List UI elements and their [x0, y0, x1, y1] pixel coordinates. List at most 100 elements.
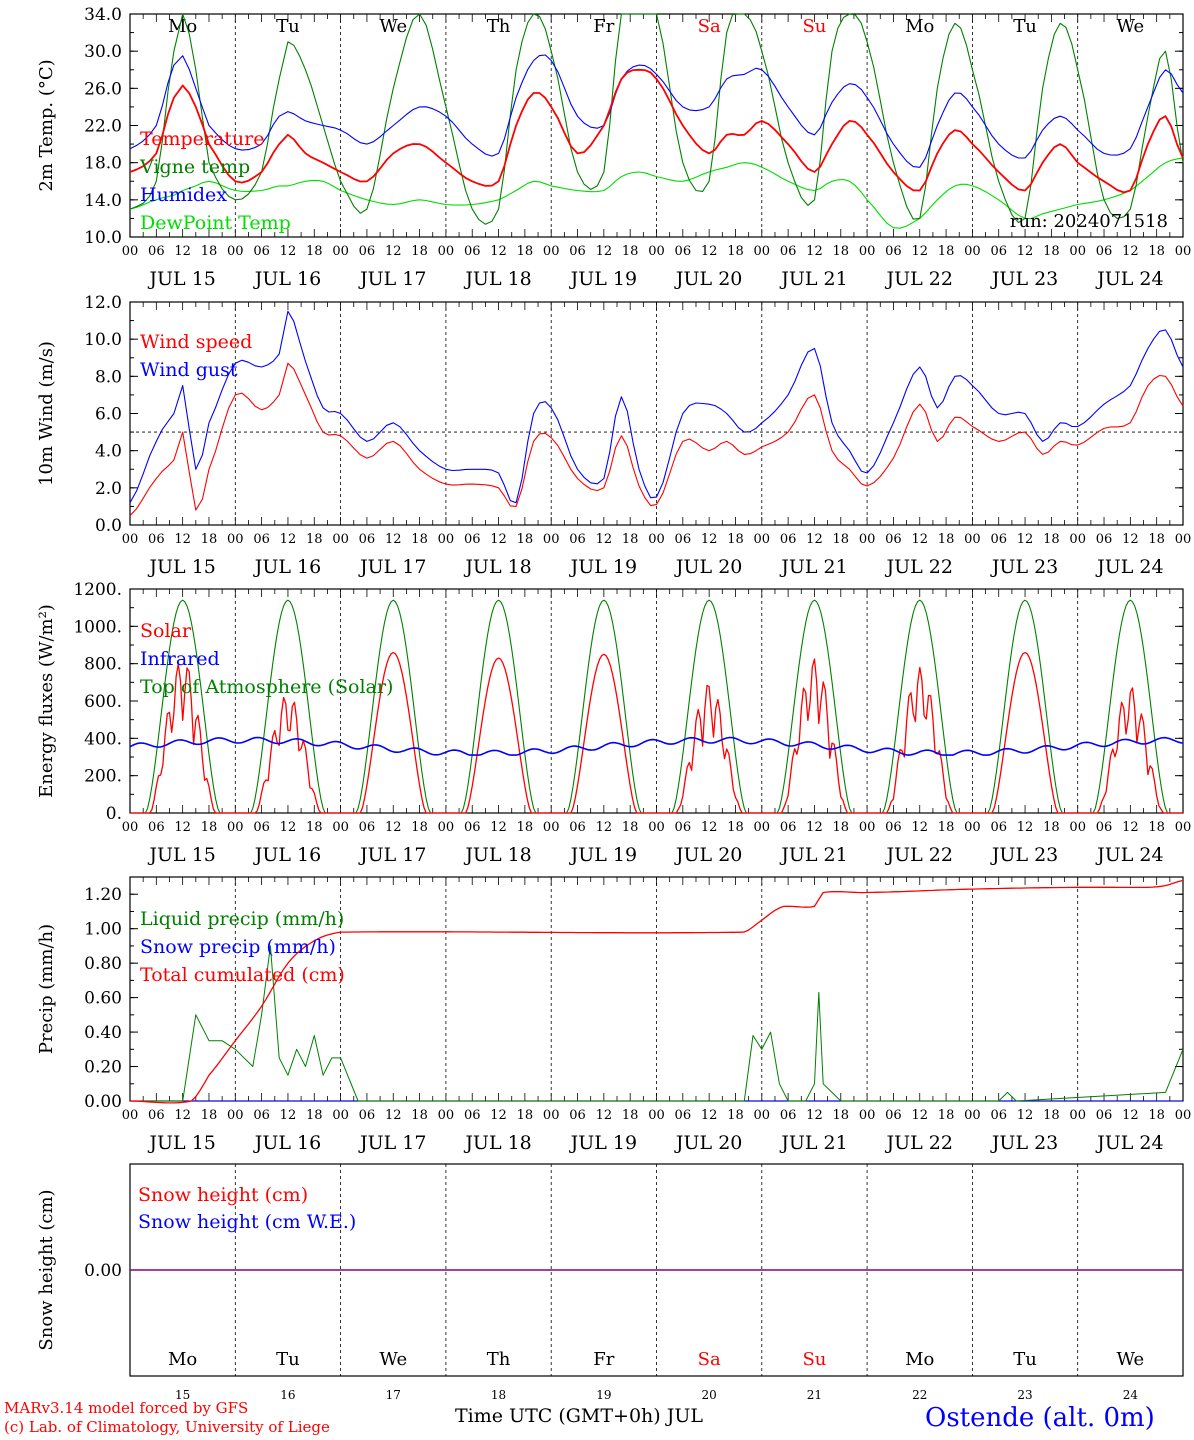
- y-tick-label: 0.80: [84, 954, 122, 974]
- hour-tick-label: 12: [490, 1108, 507, 1123]
- hour-tick-label: 18: [517, 532, 534, 547]
- day-number-label: 21: [807, 1388, 822, 1402]
- hour-tick-label: 00: [227, 1108, 244, 1123]
- hour-tick-label: 06: [885, 820, 902, 835]
- hour-tick-label: 06: [1096, 1108, 1113, 1123]
- hour-tick-label: 18: [306, 244, 323, 259]
- hour-tick-label: 12: [1122, 532, 1139, 547]
- y-tick-label: 12.0: [84, 293, 122, 313]
- weekday-label: Tu: [1013, 16, 1037, 37]
- date-label: JUL 16: [253, 556, 321, 578]
- hour-tick-label: 18: [1043, 1108, 1060, 1123]
- hour-tick-label: 06: [359, 532, 376, 547]
- hour-tick-label: 06: [780, 1108, 797, 1123]
- hour-tick-label: 06: [675, 1108, 692, 1123]
- y-axis-label: 10m Wind (m/s): [36, 341, 57, 486]
- hour-tick-label: 12: [806, 820, 823, 835]
- hour-tick-label: 00: [438, 1108, 455, 1123]
- weekday-label: Th: [487, 16, 511, 37]
- hour-tick-label: 18: [1043, 244, 1060, 259]
- series-infrared: [129, 736, 1184, 756]
- hour-tick-label: 12: [385, 244, 402, 259]
- y-tick-label: 26.0: [84, 79, 122, 99]
- hour-tick-label: 06: [569, 820, 586, 835]
- weekday-label: We: [379, 16, 407, 37]
- hour-tick-label: 18: [201, 820, 218, 835]
- hour-tick-label: 06: [1096, 244, 1113, 259]
- hour-tick-label: 12: [806, 244, 823, 259]
- legend-humidex: Humidex: [140, 184, 227, 206]
- series-wind-speed: [129, 362, 1184, 517]
- legend-top-of-atmosphere-solar: Top of Atmosphere (Solar): [140, 676, 393, 698]
- date-label: JUL 23: [990, 1132, 1058, 1154]
- hour-tick-label: 12: [596, 1108, 613, 1123]
- legend-wind-gust: Wind gust: [140, 359, 238, 381]
- legend-infrared: Infrared: [140, 648, 220, 670]
- day-number-label: 19: [596, 1388, 611, 1402]
- hour-tick-label: 06: [359, 820, 376, 835]
- y-tick-label: 1.00: [84, 920, 122, 940]
- hour-tick-label: 06: [148, 1108, 165, 1123]
- weekday-label: Su: [802, 1349, 826, 1370]
- hour-tick-label: 00: [543, 1108, 560, 1123]
- panel-1: 00 06 12 18 00 06 12 18 00 06 12 18 00 06 12 18 00 06 12 18…: [36, 5, 1191, 290]
- hour-tick-label: 00: [648, 820, 665, 835]
- hour-tick-label: 12: [490, 532, 507, 547]
- hour-tick-label: 12: [911, 244, 928, 259]
- hour-tick-label: 00: [122, 532, 139, 547]
- hour-tick-label: 06: [464, 820, 481, 835]
- hour-tick-label: 06: [464, 532, 481, 547]
- hour-tick-label: 06: [148, 820, 165, 835]
- date-label: JUL 17: [358, 1132, 426, 1154]
- date-label: JUL 24: [1095, 844, 1163, 866]
- date-label: JUL 24: [1095, 556, 1163, 578]
- panel-2: 00 06 12 18 00 06 12 18 00 06 12 18 00 06 12 18 00 06 12 18…: [36, 293, 1191, 578]
- series-wind-gust: [129, 310, 1184, 504]
- date-label: JUL 18: [463, 1132, 531, 1154]
- hour-tick-label: 00: [859, 532, 876, 547]
- hour-tick-label: 06: [780, 244, 797, 259]
- y-tick-label: 0.60: [84, 989, 122, 1009]
- hour-tick-label: 00: [227, 244, 244, 259]
- y-tick-label: 800.: [84, 655, 122, 675]
- date-label: JUL 23: [990, 844, 1058, 866]
- y-tick-label: 18.0: [84, 154, 122, 174]
- hour-tick-label: 00: [964, 820, 981, 835]
- hour-tick-label: 06: [253, 532, 270, 547]
- day-number-label: 22: [912, 1388, 927, 1402]
- hour-tick-label: 00: [332, 820, 349, 835]
- date-label: JUL 21: [779, 556, 847, 578]
- date-label: JUL 15: [147, 268, 215, 290]
- hour-tick-label: 18: [727, 820, 744, 835]
- hour-tick-label: 18: [306, 1108, 323, 1123]
- legend-temperature: Temperature: [140, 128, 264, 150]
- hour-tick-label: 06: [253, 1108, 270, 1123]
- hour-tick-label: 18: [622, 532, 639, 547]
- hour-tick-label: 12: [1017, 532, 1034, 547]
- date-label: JUL 18: [463, 268, 531, 290]
- day-number-label: 18: [491, 1388, 506, 1402]
- hour-tick-label: 12: [490, 820, 507, 835]
- y-tick-label: 2.0: [95, 479, 122, 499]
- hour-tick-label: 00: [438, 244, 455, 259]
- plot-frame: [129, 588, 1184, 814]
- hour-tick-label: 06: [569, 244, 586, 259]
- hour-tick-label: 18: [201, 532, 218, 547]
- hour-tick-label: 18: [1043, 820, 1060, 835]
- date-label: JUL 16: [253, 1132, 321, 1154]
- hour-tick-label: 18: [727, 1108, 744, 1123]
- hour-tick-label: 18: [938, 244, 955, 259]
- date-label: JUL 18: [463, 844, 531, 866]
- hour-tick-label: 12: [174, 244, 191, 259]
- hour-tick-label: 00: [1069, 1108, 1086, 1123]
- hour-tick-label: 06: [990, 1108, 1007, 1123]
- hour-tick-label: 12: [806, 1108, 823, 1123]
- hour-tick-label: 18: [411, 820, 428, 835]
- hour-tick-label: 18: [517, 244, 534, 259]
- model-credit: MARv3.14 model forced by GFS: [4, 1399, 249, 1417]
- hour-tick-label: 18: [517, 1108, 534, 1123]
- hour-tick-label: 12: [1122, 820, 1139, 835]
- date-label: JUL 21: [779, 844, 847, 866]
- date-label: JUL 22: [885, 844, 953, 866]
- date-label: JUL 23: [990, 556, 1058, 578]
